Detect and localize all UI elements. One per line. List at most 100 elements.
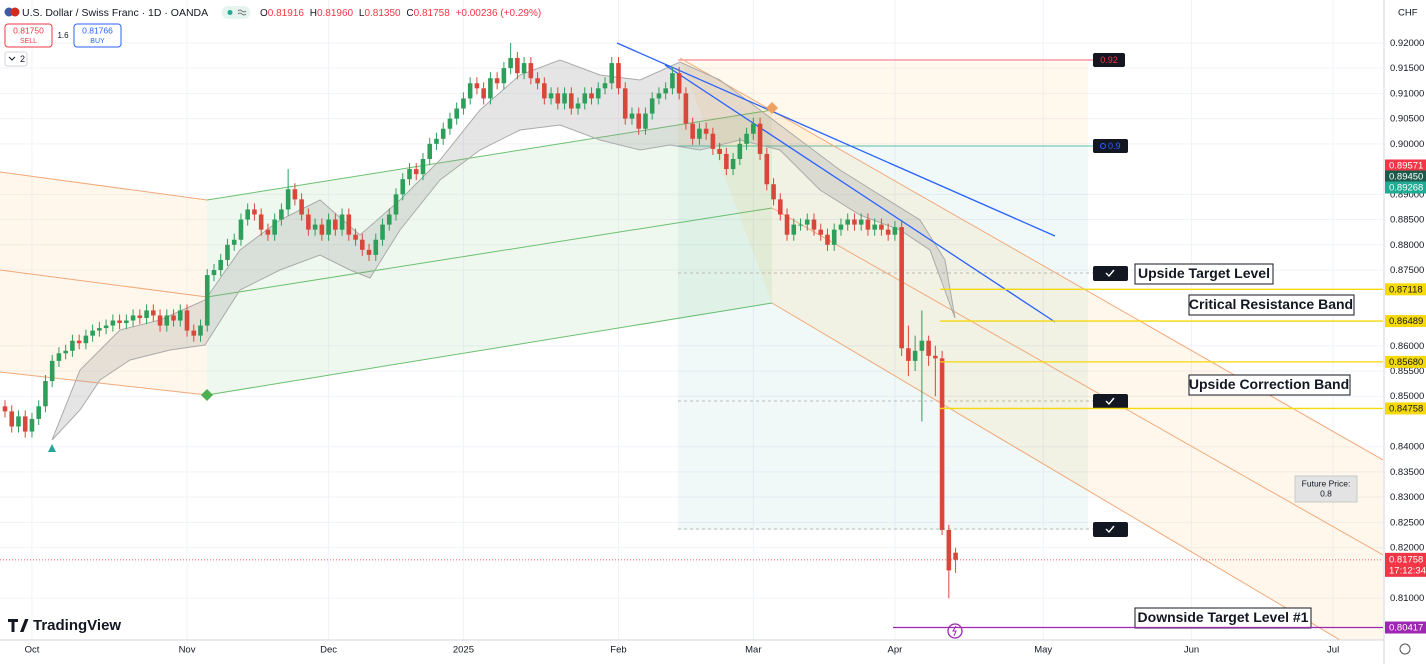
annotation: Upside Correction Band [1189, 376, 1349, 392]
candle-body [124, 320, 129, 324]
candle-body [177, 310, 183, 321]
candle-body [218, 259, 224, 271]
buy-price: 0.81766 [82, 25, 113, 35]
countdown: 17:12:34 [1389, 565, 1426, 576]
candle-body [447, 118, 453, 129]
candle-body [751, 123, 756, 134]
candle-body [238, 219, 244, 240]
candle-body [467, 83, 473, 99]
sell-price: 0.81750 [13, 25, 44, 35]
candle-body [151, 310, 156, 316]
candle-body [569, 93, 574, 109]
channel-line [771, 207, 1383, 556]
sell-button[interactable] [4, 23, 53, 48]
candle-body [353, 234, 358, 240]
legend-key: O [260, 8, 268, 19]
candle-body [636, 113, 642, 129]
candle-body [191, 330, 197, 336]
status-icon [237, 9, 247, 16]
candle-body [413, 169, 419, 175]
check-icon [1105, 397, 1115, 406]
legend-key: L [359, 8, 365, 19]
candle-body [339, 214, 345, 230]
x-tick-label: Oct [25, 645, 40, 656]
symbol: U.S. Dollar / Swiss Franc · 1D · OANDA [22, 7, 208, 19]
status-pill[interactable] [222, 6, 250, 19]
buy-button[interactable] [73, 23, 122, 48]
candle-body [670, 73, 675, 89]
candle-body [279, 209, 284, 220]
candle-body [730, 158, 736, 170]
candle-body [649, 98, 655, 114]
y-tick-label: 0.83500 [1390, 467, 1424, 478]
channel-line [771, 302, 1341, 640]
candle-body [542, 83, 547, 99]
candle-body [204, 275, 210, 326]
price-label: 0.85680 [1389, 357, 1423, 368]
legend-change: +0.00236 (+0.29%) [456, 8, 542, 19]
price-label-box [1385, 552, 1426, 577]
candle-body [83, 335, 89, 344]
candle-body [231, 239, 237, 245]
annotation-box [1188, 294, 1355, 316]
candle-body [697, 128, 702, 139]
candle-body [811, 219, 817, 230]
price-label: 0.84758 [1389, 403, 1423, 414]
candle-body [434, 138, 439, 144]
candle-body [265, 229, 271, 235]
currency: CHF [1398, 8, 1418, 19]
legend-value: 0.81916 [268, 8, 305, 19]
candle-body [252, 209, 257, 215]
candle-body [366, 249, 372, 255]
y-tick-label: 0.87500 [1390, 265, 1424, 276]
target-label: 0.9 [1108, 141, 1121, 151]
candle-body [346, 214, 352, 235]
price-label-box [1385, 355, 1426, 368]
candle-body [589, 93, 594, 99]
candle-body [461, 98, 466, 109]
candle-body [838, 224, 844, 230]
candle-body [56, 353, 62, 361]
price-label: 0.80417 [1389, 623, 1423, 634]
legend-value: 0.81758 [414, 8, 451, 19]
y-tick-label: 0.82000 [1390, 543, 1424, 554]
channel-line [0, 371, 208, 396]
y-tick-label: 0.90000 [1390, 139, 1424, 150]
candle-body [130, 315, 136, 321]
candle-body [373, 239, 379, 255]
candle-body [690, 123, 695, 139]
logo-icon [8, 619, 29, 632]
candle-body [946, 529, 952, 571]
candle-body [29, 418, 35, 432]
status-dot [227, 10, 233, 15]
candle-body [144, 310, 149, 318]
drawings-foreground: 0.92 0.9 Upside Target Level Critical Re… [48, 53, 1383, 639]
candle-body [501, 68, 507, 84]
target-label: 0.92 [1100, 55, 1118, 65]
candle-body [818, 229, 824, 235]
candle-body [656, 93, 662, 99]
settings-icon[interactable] [1399, 643, 1411, 655]
channel-line [206, 207, 773, 298]
candle-body [791, 224, 797, 235]
legend-key: H [310, 8, 317, 19]
indicators-toggle[interactable] [4, 51, 28, 67]
marker [201, 389, 213, 401]
y-tick-label: 0.83000 [1390, 492, 1424, 503]
candle-body [70, 340, 75, 351]
candle-body [90, 330, 95, 336]
y-tick-label: 0.81000 [1390, 593, 1424, 604]
sell-label: SELL [20, 38, 37, 45]
candle-body [306, 214, 311, 230]
x-tick-label: Jul [1327, 645, 1339, 656]
candle-body [515, 58, 520, 74]
spread: 1.6 [57, 31, 69, 40]
candle-body [912, 350, 918, 361]
candle-body [16, 416, 21, 427]
trend-line [616, 42, 1056, 237]
candle-body [724, 153, 729, 170]
price-label-box [1385, 181, 1426, 194]
ohlc-legend: O0.81916 H0.81960 L0.81350 C0.81758 +0.0… [260, 8, 541, 19]
candle-body [393, 194, 399, 215]
